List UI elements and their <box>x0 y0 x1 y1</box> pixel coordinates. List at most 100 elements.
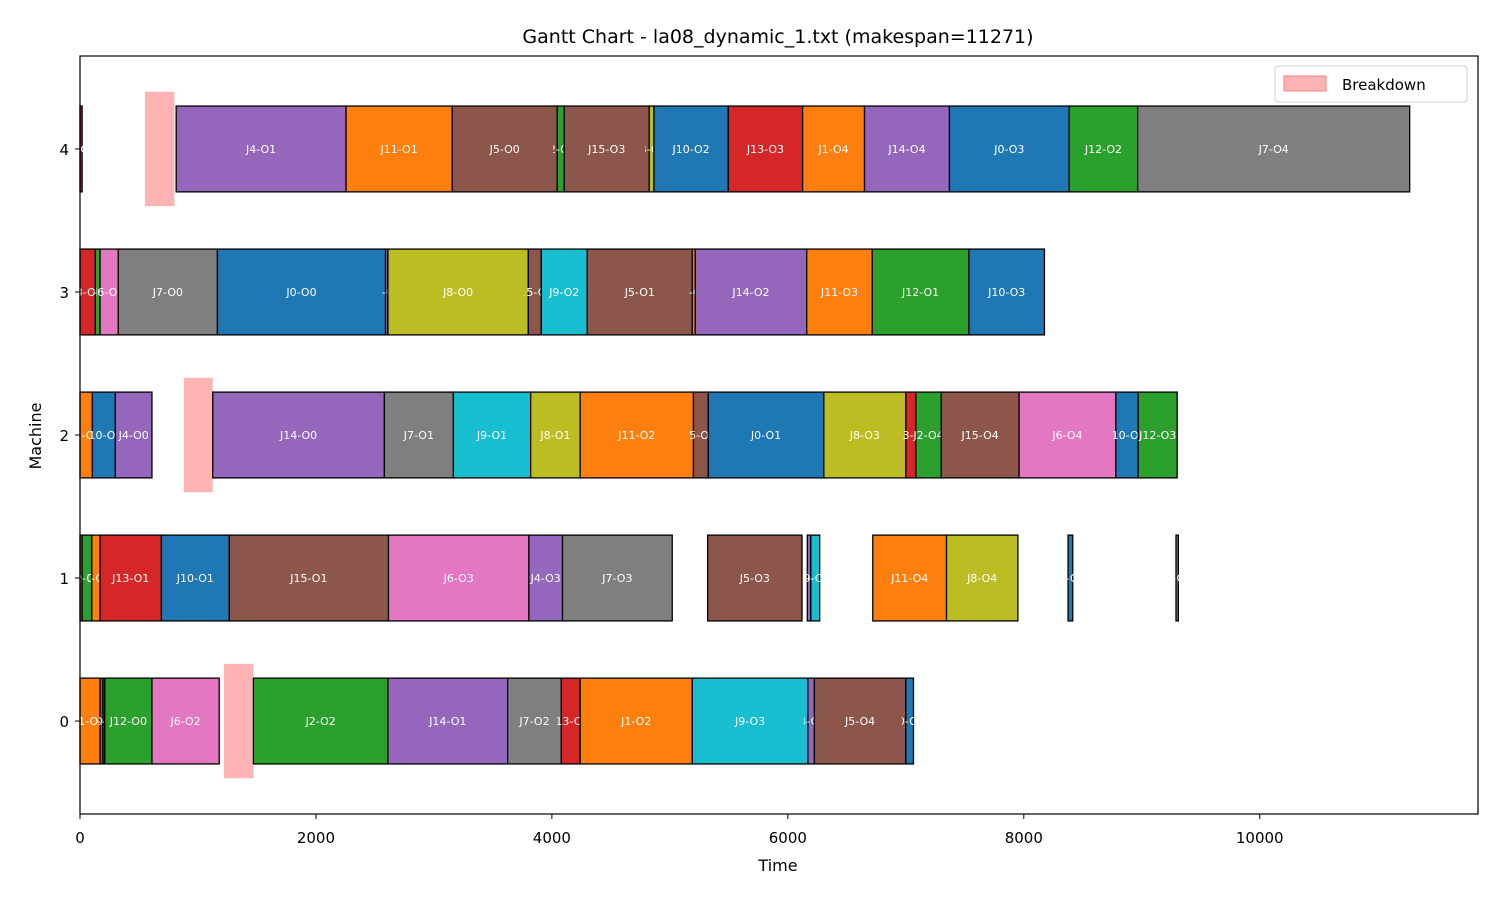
operation-label-j5-o0-m4: J5-O0 <box>489 143 520 156</box>
operation-label-j10-o1-m0: J10-O1 <box>84 715 122 728</box>
operation-bar-j2-o2-m0 <box>252 677 389 765</box>
operation-bar-j10-o1-m1 <box>160 534 230 622</box>
y-axis-label: Machine <box>26 403 45 470</box>
operation-bar-j12-o0-m0 <box>104 677 153 765</box>
operation-bar-j14-o1-m0 <box>387 677 509 765</box>
x-axis-label: Time <box>757 856 797 875</box>
operation-bar-j7-o2-m1 <box>1175 534 1179 622</box>
operation-label-j15-o3-m4: J15-O3 <box>587 143 625 156</box>
operation-bar-j15-o4-m2 <box>940 391 1020 479</box>
operation-label-j7-o3-m1: J7-O3 <box>601 572 632 585</box>
operation-bar-j8-o1-m2 <box>530 391 581 479</box>
operation-label-j10-o0-m2: J10-O0 <box>84 429 122 442</box>
operation-bar-j2-o4-m2 <box>915 391 942 479</box>
operation-bar-j0-o4-m1 <box>1067 534 1074 622</box>
operation-label-j2-o4-m2: J2-O4 <box>912 429 943 442</box>
operation-label-j5-o2-m2: J5-O2 <box>685 429 716 442</box>
operation-bar-j5-o4-m0 <box>813 677 907 765</box>
operation-label-j9-o3-m0: J9-O3 <box>734 715 765 728</box>
operation-bar-j9-o1-m2 <box>452 391 532 479</box>
operation-bar-j11-o1-m4 <box>345 105 453 193</box>
operation-label-j15-o1-m1: J15-O1 <box>289 572 327 585</box>
operation-label-j11-o2-m2: J11-O2 <box>617 429 655 442</box>
operation-label-j8-o1-m2: J8-O1 <box>539 429 570 442</box>
operation-label-j5-o1-m3: J5-O1 <box>624 286 655 299</box>
operation-label-j14-o0-m2: J14-O0 <box>279 429 317 442</box>
plot-area: J3-O0 J4-O1 J11-O1 J5-O0 J2-O3 J15-O3 J8-O2 J10… <box>65 91 1411 779</box>
chart-title: Gantt Chart - la08_dynamic_1.txt (makesp… <box>522 26 1033 48</box>
operation-label-j1-o3-m3: J1-O3 <box>678 286 709 299</box>
operation-bar-j13-o3-m4 <box>727 105 804 193</box>
operation-bar-j12-o3-m2 <box>1137 391 1178 479</box>
x-tick-label: 8000 <box>1005 829 1043 847</box>
operation-bar-j6-o2-m0 <box>151 677 220 765</box>
operation-label-j1-o2-m0: J1-O2 <box>620 715 651 728</box>
operation-label-j7-o2-m1: J7-O2 <box>1161 572 1192 585</box>
operation-bar-j4-o3-m1 <box>528 534 564 622</box>
operation-bar-j6-o3-m1 <box>387 534 530 622</box>
operation-label-j11-o3-m3: J11-O3 <box>820 286 858 299</box>
operation-label-j14-o2-m3: J14-O2 <box>731 286 769 299</box>
x-tick-label: 10000 <box>1236 829 1284 847</box>
legend-box <box>1274 65 1468 103</box>
y-tick-label: 2 <box>59 427 69 445</box>
operation-label-j6-o4-m2: J6-O4 <box>1051 429 1082 442</box>
operation-bar-j14-o2-m3 <box>694 248 808 336</box>
operation-bar-j0-o2-m0 <box>905 677 915 765</box>
operation-bar-j8-o3-m2 <box>823 391 907 479</box>
operation-bar-j8-o0-m3 <box>387 248 529 336</box>
y-tick-label: 1 <box>59 570 69 588</box>
breakdown-block-m0 <box>223 663 254 779</box>
operation-label-j1-o0-m2: J1-O0 <box>70 429 101 442</box>
operation-bar-j9-o4-m1 <box>810 534 821 622</box>
operation-label-j4-o0-m2: J4-O0 <box>118 429 149 442</box>
operation-bar-j15-o1-m1 <box>228 534 390 622</box>
operation-label-j8-o3-m2: J8-O3 <box>849 429 880 442</box>
operation-bar-j12-o1-m3 <box>871 248 970 336</box>
legend: Breakdown <box>1274 65 1468 103</box>
operation-label-j13-o1-m1: J13-O1 <box>111 572 149 585</box>
operation-bar-j10-o2-m4 <box>653 105 729 193</box>
operation-label-j5-o0-m0: J5-O0 <box>85 715 116 728</box>
operation-bar-j7-o3-m1 <box>561 534 673 622</box>
y-tick-label: 3 <box>59 284 69 302</box>
operation-bar-j7-o4-m4 <box>1136 105 1411 193</box>
operation-bar-j8-o4-m1 <box>945 534 1019 622</box>
operation-bar-j14-o4-m4 <box>863 105 951 193</box>
operation-label-j5-o3-m1: J5-O3 <box>739 572 770 585</box>
operation-bar-j9-o2-m3 <box>540 248 588 336</box>
operation-bar-j12-o2-m4 <box>1068 105 1139 193</box>
operation-label-j4-o1-m4: J4-O1 <box>245 143 276 156</box>
legend-breakdown-swatch <box>1283 75 1327 92</box>
operation-bar-j11-o3-m3 <box>806 248 873 336</box>
breakdown-block-m2 <box>183 377 213 493</box>
operation-label-j15-o4-m2: J15-O4 <box>961 429 999 442</box>
y-tick-label: 4 <box>59 141 69 159</box>
legend-breakdown-label: Breakdown <box>1342 76 1426 94</box>
operation-label-j8-o0-m3: J8-O0 <box>442 286 473 299</box>
operation-label-j12-o1-m3: J12-O1 <box>901 286 939 299</box>
x-tick-label: 4000 <box>533 829 571 847</box>
operation-bar-j14-o0-m2 <box>212 391 386 479</box>
operation-bar-j0-o0-m3 <box>216 248 387 336</box>
operation-label-j1-o4-m4: J1-O4 <box>817 143 848 156</box>
operation-bar-j0-o1-m2 <box>707 391 825 479</box>
operation-label-j0-o4-m1: J0-O4 <box>1054 572 1085 585</box>
operation-label-j6-o1-m3: J6-O1 <box>93 286 124 299</box>
operation-bar-j0-o3-m4 <box>948 105 1070 193</box>
operation-label-j5-o1-m1: J5-O1 <box>65 572 96 585</box>
operation-bar-j10-o3-m3 <box>968 248 1046 336</box>
operation-label-j10-o2-m4: J10-O2 <box>672 143 710 156</box>
operation-label-j0-o1-m2: J0-O1 <box>750 429 781 442</box>
operation-bar-j13-o1-m1 <box>99 534 163 622</box>
y-tick-label: 0 <box>59 713 69 731</box>
operation-label-j13-o3-m4: J13-O3 <box>746 143 784 156</box>
operation-label-j10-o1-m1: J10-O1 <box>176 572 214 585</box>
operation-label-j7-o1-m2: J7-O1 <box>403 429 434 442</box>
operation-label-j10-o3-m3: J10-O3 <box>987 286 1025 299</box>
operation-label-j4-o3-m1: J4-O3 <box>530 572 561 585</box>
operation-label-j12-o3-m2: J12-O3 <box>1138 429 1176 442</box>
operation-label-j11-o1-m4: J11-O1 <box>380 143 418 156</box>
operation-bar-j7-o1-m2 <box>383 391 455 479</box>
